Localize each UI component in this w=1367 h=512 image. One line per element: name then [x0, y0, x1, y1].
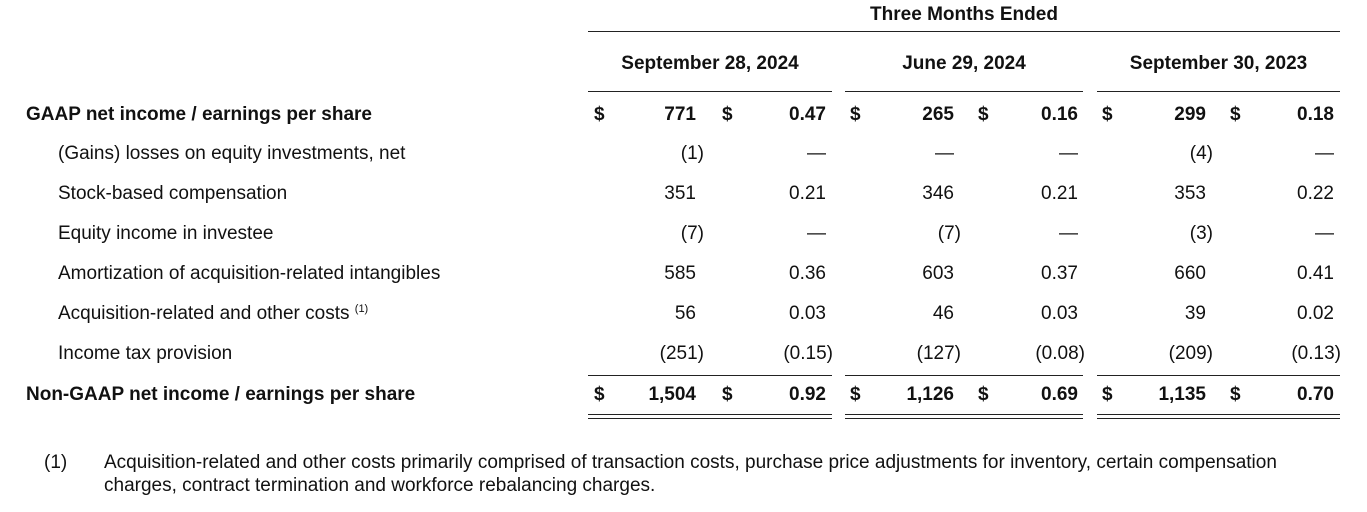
table-cell: 603	[922, 263, 954, 284]
table-cell: (0.13)	[1291, 343, 1341, 364]
table-cell: —	[1059, 143, 1078, 164]
table-cell: (1)	[680, 143, 704, 164]
table-cell: 1,135	[1158, 384, 1206, 405]
table-cell: —	[807, 143, 826, 164]
period-header-3: September 30, 2023	[1129, 53, 1308, 74]
table-cell: 1,126	[906, 384, 954, 405]
table-cell: 585	[664, 263, 696, 284]
currency-symbol: $	[722, 104, 733, 125]
currency-symbol: $	[978, 104, 989, 125]
row-label-acquisition-costs-text: Acquisition-related and other costs	[58, 303, 350, 324]
table-cell: 771	[664, 104, 696, 125]
table-cell: 0.47	[789, 104, 826, 125]
table-cell: 56	[674, 303, 696, 324]
currency-symbol: $	[1102, 384, 1113, 405]
period-rule-1	[588, 91, 832, 92]
currency-symbol: $	[722, 384, 733, 405]
table-cell: 660	[1174, 263, 1206, 284]
currency-symbol: $	[1102, 104, 1113, 125]
table-cell: 0.22	[1297, 183, 1334, 204]
total-double-rule-3a	[1097, 414, 1340, 415]
currency-symbol: $	[850, 384, 861, 405]
subtotal-rule-1	[588, 375, 832, 376]
table-cell: 0.03	[789, 303, 826, 324]
total-double-rule-2b	[845, 418, 1083, 419]
currency-symbol: $	[594, 384, 605, 405]
table-cell: (7)	[937, 223, 961, 244]
table-cell: 0.02	[1297, 303, 1334, 324]
row-label-amortization: Amortization of acquisition-related inta…	[58, 263, 441, 284]
period-header-2: June 29, 2024	[902, 53, 1026, 74]
row-label-gaap: GAAP net income / earnings per share	[26, 104, 372, 125]
total-double-rule-2a	[845, 414, 1083, 415]
table-cell: (251)	[659, 343, 704, 364]
period-rule-3	[1097, 91, 1340, 92]
period-rule-2	[845, 91, 1083, 92]
footnote-marker: (1)	[44, 452, 68, 473]
table-cell: —	[1059, 223, 1078, 244]
table-cell: —	[1315, 143, 1334, 164]
row-label-equity-income: Equity income in investee	[58, 223, 274, 244]
table-cell: 0.37	[1041, 263, 1078, 284]
total-double-rule-3b	[1097, 418, 1340, 419]
total-double-rule-1a	[588, 414, 832, 415]
table-cell: 351	[664, 183, 696, 204]
row-label-income-tax: Income tax provision	[58, 343, 233, 364]
row-label-stock-comp: Stock-based compensation	[58, 183, 288, 204]
table-cell: (0.08)	[1035, 343, 1085, 364]
table-cell: 0.70	[1297, 384, 1334, 405]
table-cell: 0.92	[789, 384, 826, 405]
row-label-acquisition-costs: Acquisition-related and other costs (1)	[58, 303, 368, 325]
currency-symbol: $	[850, 104, 861, 125]
super-header: Three Months Ended	[870, 4, 1058, 25]
table-cell: (7)	[680, 223, 704, 244]
table-cell: 299	[1174, 104, 1206, 125]
super-header-rule	[588, 31, 1340, 32]
table-cell: 0.21	[789, 183, 826, 204]
table-cell: 0.69	[1041, 384, 1078, 405]
footnote-ref: (1)	[354, 303, 369, 315]
table-cell: 353	[1174, 183, 1206, 204]
table-cell: 0.16	[1041, 104, 1078, 125]
currency-symbol: $	[1230, 384, 1241, 405]
table-cell: —	[807, 223, 826, 244]
table-cell: 0.41	[1297, 263, 1334, 284]
table-cell: 0.21	[1041, 183, 1078, 204]
table-cell: (127)	[916, 343, 961, 364]
table-cell: 46	[932, 303, 954, 324]
table-cell: —	[935, 143, 954, 164]
currency-symbol: $	[1230, 104, 1241, 125]
period-header-1: September 28, 2024	[621, 53, 799, 74]
table-cell: (0.15)	[783, 343, 833, 364]
footnote-text: Acquisition-related and other costs prim…	[104, 452, 1277, 496]
table-cell: 346	[922, 183, 954, 204]
table-cell: —	[1315, 223, 1334, 244]
table-cell: 265	[922, 104, 954, 125]
table-cell: 39	[1184, 303, 1206, 324]
subtotal-rule-3	[1097, 375, 1340, 376]
subtotal-rule-2	[845, 375, 1083, 376]
table-cell: 1,504	[648, 384, 696, 405]
table-cell: 0.36	[789, 263, 826, 284]
table-cell: (4)	[1189, 143, 1213, 164]
currency-symbol: $	[594, 104, 605, 125]
row-label-non-gaap: Non-GAAP net income / earnings per share	[26, 384, 416, 405]
table-cell: 0.18	[1297, 104, 1334, 125]
table-cell: 0.03	[1041, 303, 1078, 324]
table-cell: (3)	[1189, 223, 1213, 244]
row-label-gains-losses: (Gains) losses on equity investments, ne…	[58, 143, 406, 164]
total-double-rule-1b	[588, 418, 832, 419]
table-cell: (209)	[1168, 343, 1213, 364]
currency-symbol: $	[978, 384, 989, 405]
